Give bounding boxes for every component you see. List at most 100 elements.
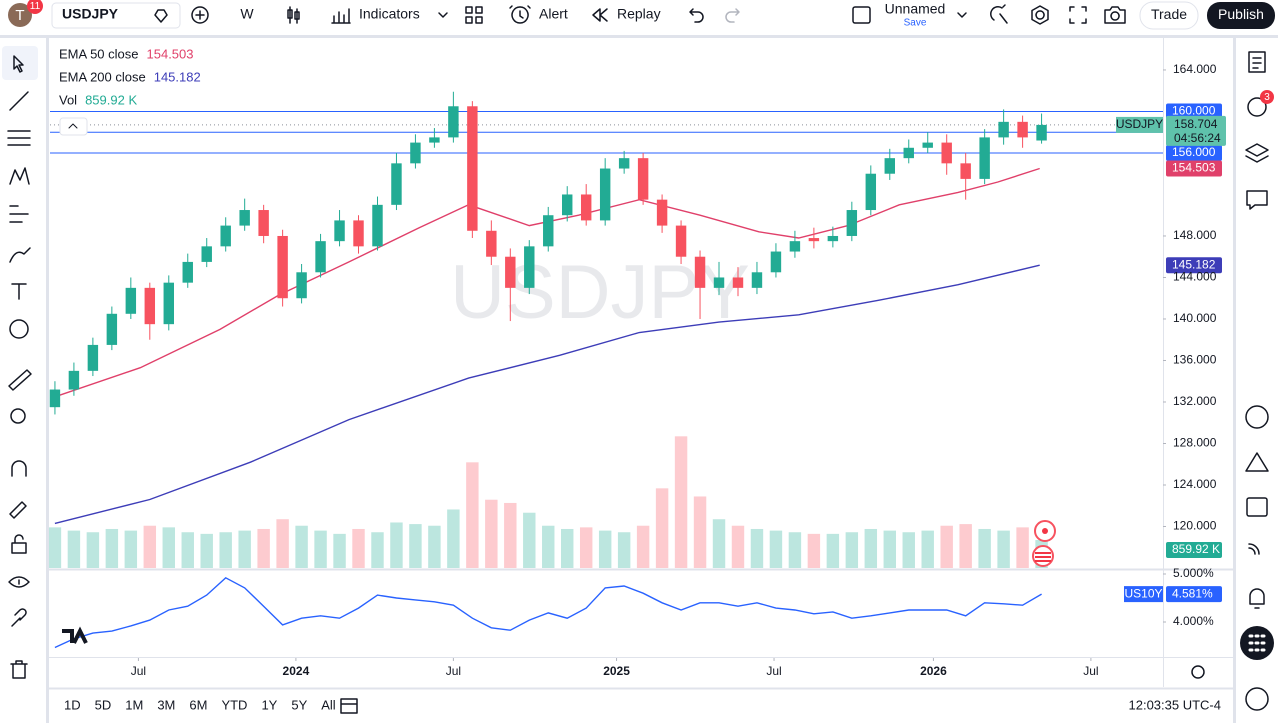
tool-patterns[interactable] — [9, 167, 30, 185]
tool-hide[interactable] — [8, 576, 30, 588]
icon-quick-search[interactable] — [990, 4, 1008, 24]
price-label-bg — [1166, 542, 1222, 558]
price-label-bg — [1166, 103, 1222, 120]
interval[interactable]: W — [240, 6, 254, 22]
tool-link[interactable] — [11, 608, 27, 627]
icon-compare[interactable] — [154, 9, 168, 23]
volume-bar — [314, 530, 327, 568]
trade[interactable]: Trade — [1151, 6, 1187, 22]
side-pine[interactable] — [1245, 452, 1269, 472]
volume-bar — [162, 527, 175, 568]
icon-alert[interactable] — [509, 5, 531, 24]
candle-body — [884, 158, 895, 174]
symbol-label-bg — [1116, 116, 1163, 133]
tool-forecast[interactable] — [9, 205, 29, 223]
avatar[interactable] — [8, 3, 32, 27]
range-button[interactable]: 1M — [125, 697, 143, 712]
side-ideas[interactable] — [1245, 405, 1269, 429]
save[interactable]: Save — [904, 18, 927, 29]
publish-button[interactable] — [1207, 2, 1275, 29]
icon-chevron[interactable] — [957, 12, 967, 18]
collapse-legend[interactable] — [59, 117, 88, 136]
tool-cursor[interactable] — [13, 55, 24, 73]
y-tick-label: 140.000 — [1173, 311, 1217, 325]
candle-body — [1036, 124, 1047, 141]
icon-collapse — [68, 123, 78, 129]
range-button[interactable]: 6M — [189, 697, 207, 712]
x-tick-label: Jul — [446, 664, 461, 678]
tool-fib[interactable] — [7, 130, 31, 146]
side-notifications[interactable] — [1249, 588, 1265, 609]
tool-magnet[interactable] — [11, 460, 27, 477]
icon-snapshot[interactable] — [1104, 6, 1126, 24]
replay[interactable]: Replay — [617, 6, 661, 22]
symbol-search[interactable] — [51, 2, 181, 29]
range-button[interactable]: 5Y — [291, 697, 307, 712]
side-chats[interactable] — [1246, 190, 1268, 210]
side-watchlist[interactable] — [1248, 51, 1266, 73]
icon-layouts[interactable] — [465, 6, 483, 24]
side-alerts[interactable] — [1247, 97, 1267, 117]
candle-body — [562, 194, 573, 216]
icon-settings[interactable] — [1031, 5, 1049, 25]
legend-name[interactable]: Vol — [59, 92, 77, 107]
trade-button[interactable] — [1139, 1, 1199, 30]
products-dots — [1248, 634, 1266, 652]
range-button[interactable]: 1Y — [261, 697, 277, 712]
publish[interactable]: Publish — [1218, 6, 1264, 22]
side-layers[interactable] — [1245, 143, 1269, 163]
badge — [1260, 90, 1274, 104]
range-button[interactable]: YTD — [221, 697, 247, 712]
side-help[interactable] — [1245, 687, 1269, 711]
tool-delete[interactable] — [10, 660, 28, 679]
avatar-badge: 11 — [30, 1, 41, 12]
tool-zoom[interactable] — [10, 408, 26, 424]
icon-add[interactable] — [191, 6, 209, 24]
icon-chevron[interactable] — [438, 12, 448, 18]
tool-text[interactable] — [11, 283, 27, 300]
volume-bar — [219, 532, 232, 568]
layout-name[interactable]: Unnamed — [885, 1, 946, 17]
tool-brush[interactable] — [9, 247, 31, 263]
icon-layout[interactable] — [852, 6, 871, 24]
axis-settings[interactable] — [1191, 665, 1205, 679]
volume-bar — [124, 530, 138, 568]
y-tick-label: 164.000 — [1173, 62, 1217, 76]
volume-bar — [295, 525, 308, 568]
symbol[interactable]: USDJPY — [62, 6, 119, 22]
legend-name[interactable]: EMA 200 close — [59, 69, 146, 84]
range-button[interactable]: 5D — [95, 697, 112, 712]
legend-name[interactable]: EMA 50 close — [59, 46, 139, 61]
range-button[interactable]: 1D — [64, 697, 81, 712]
volume-bar — [238, 530, 251, 568]
tool-emoji[interactable] — [9, 319, 29, 339]
icon-chart-type[interactable] — [287, 6, 300, 24]
icon-undo[interactable] — [689, 8, 704, 23]
range-button[interactable]: 3M — [157, 697, 175, 712]
indicators[interactable]: Indicators — [359, 6, 420, 22]
price-label: 154.503 — [1172, 161, 1216, 175]
side-calendar[interactable] — [1246, 497, 1268, 517]
plot-area — [49, 91, 1163, 649]
tool-draw-mode[interactable] — [9, 501, 27, 519]
tool-trendline[interactable] — [9, 91, 29, 111]
range-button[interactable]: All — [321, 697, 336, 712]
price-label-bg — [1166, 115, 1226, 146]
icon-fullscreen[interactable] — [1069, 6, 1087, 24]
price-label: 145.182 — [1172, 257, 1216, 271]
volume-bar — [485, 499, 498, 568]
volume-bar — [257, 528, 270, 568]
volume-bar — [181, 532, 194, 568]
candle-body — [144, 287, 156, 325]
tool-lock[interactable] — [11, 534, 27, 554]
tool-ruler[interactable] — [8, 369, 32, 391]
candle-body — [846, 210, 858, 236]
icon-indicators[interactable] — [331, 8, 351, 24]
candle-body — [220, 225, 231, 247]
volume-bar — [598, 530, 612, 568]
side-news[interactable] — [1248, 543, 1260, 555]
icon-replay[interactable] — [592, 8, 608, 22]
alert[interactable]: Alert — [539, 6, 568, 22]
candle-body — [448, 106, 459, 138]
icon-goto-date[interactable] — [340, 698, 358, 714]
